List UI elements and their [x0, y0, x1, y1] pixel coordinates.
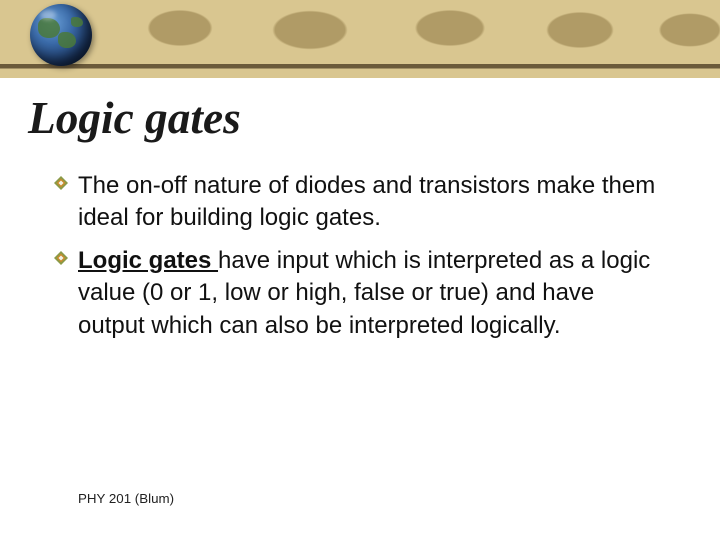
globe-icon: [30, 4, 92, 66]
list-item-text: The on-off nature of diodes and transist…: [78, 172, 655, 231]
header-banner: [0, 0, 720, 78]
bullet-icon: [54, 176, 68, 190]
list-item-text: Logic gates have input which is interpre…: [78, 247, 650, 339]
footer-text: PHY 201 (Blum): [78, 491, 174, 506]
slide-title: Logic gates: [28, 92, 241, 144]
list-item: The on-off nature of diodes and transist…: [78, 170, 658, 235]
bullet-icon: [54, 251, 68, 265]
body-content: The on-off nature of diodes and transist…: [78, 170, 658, 352]
list-item: Logic gates have input which is interpre…: [78, 245, 658, 342]
world-map-background: [0, 0, 720, 64]
